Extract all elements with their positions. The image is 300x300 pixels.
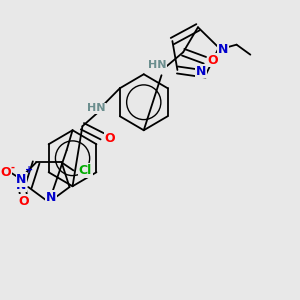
Text: O: O (207, 54, 218, 67)
Text: O: O (18, 195, 28, 208)
Text: N: N (16, 178, 27, 191)
Text: O: O (0, 166, 11, 179)
Text: HN: HN (87, 103, 105, 113)
Text: N: N (16, 173, 26, 186)
Text: N: N (46, 191, 56, 204)
Text: HN: HN (148, 60, 167, 70)
Text: +: + (25, 165, 33, 176)
Text: -: - (11, 162, 14, 172)
Text: N: N (218, 43, 228, 56)
Text: Cl: Cl (79, 164, 92, 177)
Text: O: O (105, 132, 115, 145)
Text: N: N (196, 64, 206, 78)
